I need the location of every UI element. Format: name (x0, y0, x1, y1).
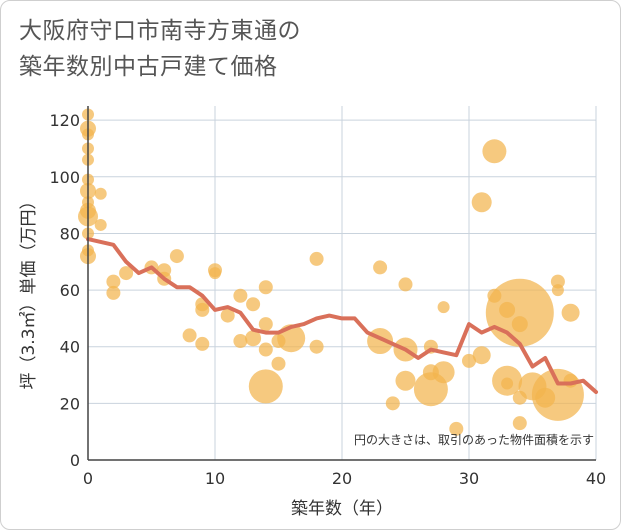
bubble-point (94, 218, 107, 231)
x-tick-label: 40 (586, 469, 606, 488)
bubble-point (511, 316, 528, 333)
bubble-point (462, 353, 476, 368)
bubble-point (561, 303, 580, 322)
x-tick-label: 20 (332, 469, 352, 488)
bubble-point (195, 336, 210, 351)
bubble-point (119, 266, 134, 281)
chart-title-line-1: 大阪府守口市南寺方東通の (19, 18, 301, 44)
y-axis-label: 坪（3.3㎡）単価（万円） (19, 192, 39, 389)
bubble-point (472, 346, 491, 365)
bubble-point (248, 369, 283, 404)
bubble-point (471, 192, 492, 213)
bubble-point (233, 334, 248, 349)
bubble-point (182, 328, 197, 343)
bubble-point (106, 274, 121, 289)
y-tick-label: 60 (60, 281, 80, 300)
tick-labels: 0 20 40 60 80 100 120 0 10 20 30 40 (49, 111, 606, 488)
bubble-point (512, 416, 527, 431)
size-annotation: 円の大きさは、取引のあった物件面積を示す (354, 432, 594, 447)
bubble-point (309, 251, 324, 266)
y-tick-label: 20 (60, 394, 80, 413)
bubble-point (209, 267, 221, 280)
y-tick-label: 100 (49, 168, 80, 187)
bubble-point (485, 278, 554, 347)
bubble-point (501, 377, 514, 390)
bubble-point (449, 421, 464, 436)
bubble-series (78, 108, 584, 436)
bubble-point (398, 277, 413, 292)
x-axis-label: 築年数（年） (291, 499, 393, 519)
y-tick-label: 120 (49, 111, 80, 130)
bubble-point (309, 339, 324, 354)
x-tick-label: 30 (459, 469, 479, 488)
bubble-point (395, 370, 416, 391)
bubble-point (258, 280, 273, 295)
y-tick-label: 40 (60, 338, 80, 357)
y-tick-label: 0 (70, 451, 80, 470)
bubble-point (432, 361, 455, 384)
bubble-point (245, 330, 262, 347)
chart-title: 大阪府守口市南寺方東通の 築年数別中古戸建て価格 (19, 13, 301, 85)
bubble-point (220, 308, 235, 323)
bubble-point (246, 297, 261, 312)
bubble-point (258, 342, 273, 357)
bubble-point (271, 356, 286, 371)
bubble-point (482, 139, 507, 164)
bubble-point (195, 302, 210, 317)
x-tick-label: 10 (205, 469, 225, 488)
bubble-point (373, 260, 388, 275)
bubble-point (169, 249, 184, 264)
bubble-point (437, 301, 450, 314)
bubble-point (233, 288, 248, 303)
bubble-point (385, 396, 400, 411)
axes (87, 106, 596, 461)
bubble-point (94, 187, 107, 200)
trend-line (86, 237, 598, 394)
chart-title-line-2: 築年数別中古戸建て価格 (19, 54, 278, 80)
bubble-point (550, 274, 565, 289)
x-tick-label: 0 (83, 469, 93, 488)
bubble-point (258, 317, 273, 332)
bubble-point (106, 285, 121, 300)
y-tick-label: 80 (60, 224, 80, 243)
trend-line-group (86, 237, 598, 394)
bubble-point (551, 284, 564, 297)
